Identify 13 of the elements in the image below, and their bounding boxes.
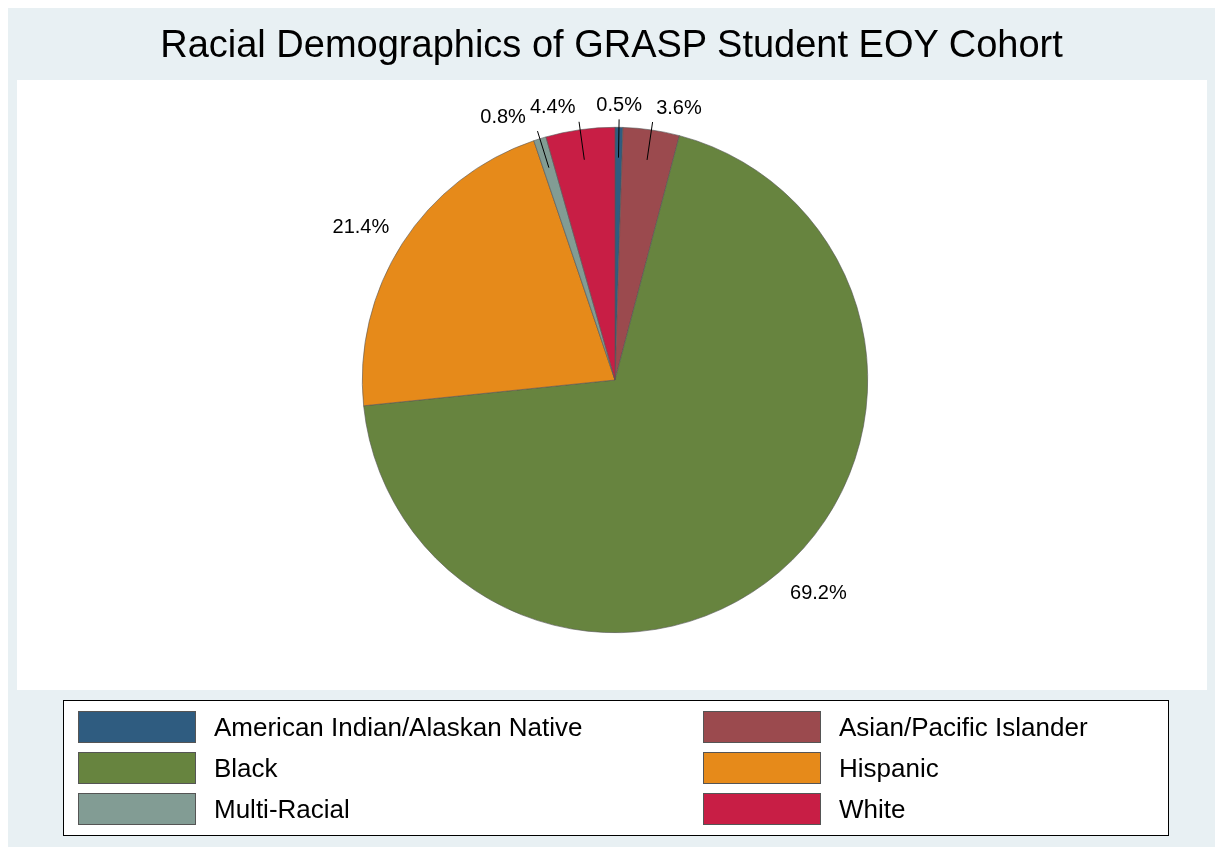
- legend-label: Multi-Racial: [214, 793, 350, 825]
- data-label: 0.5%: [596, 92, 643, 115]
- data-label: 21.4%: [332, 214, 390, 237]
- data-label: 69.2%: [790, 580, 847, 603]
- legend-label: Asian/Pacific Islander: [839, 711, 1088, 743]
- chart-title: Racial Demographics of GRASP Student EOY Cohort: [159, 21, 1064, 67]
- data-label: 4.4%: [529, 95, 576, 118]
- data-label: 3.6%: [656, 95, 702, 118]
- data-label: 0.8%: [480, 104, 527, 127]
- legend-label: Hispanic: [839, 752, 939, 784]
- legend-label: American Indian/Alaskan Native: [214, 711, 583, 743]
- legend-label: White: [839, 793, 906, 825]
- legend-label: Black: [214, 752, 278, 784]
